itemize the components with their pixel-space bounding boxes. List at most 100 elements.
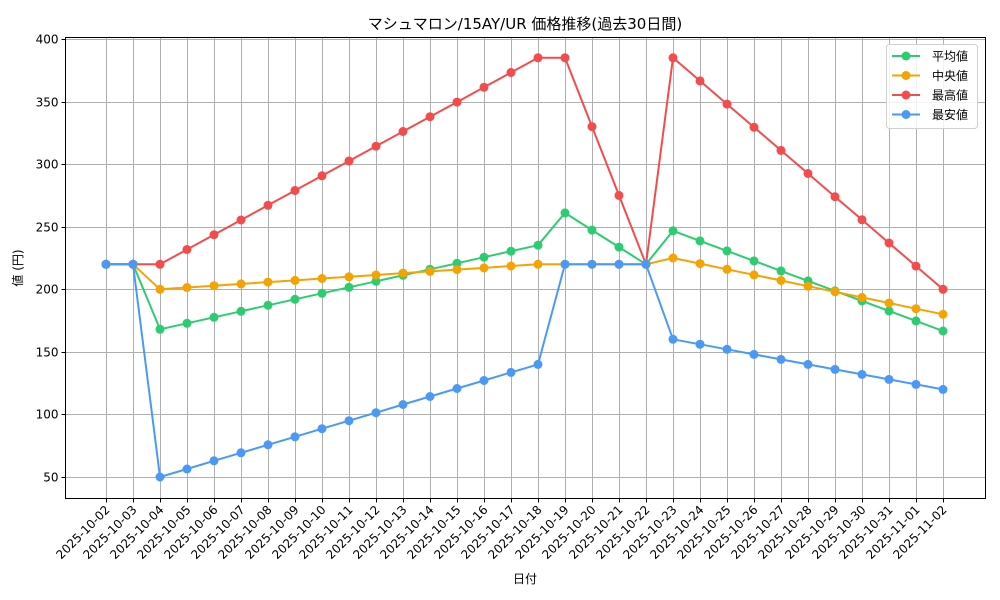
data-point-marker (668, 253, 678, 263)
data-point-marker (344, 272, 354, 282)
chart-title: マシュマロン/15AY/UR 価格推移(過去30日間) (368, 15, 682, 33)
data-point-marker (695, 76, 705, 86)
legend-item: 中央値 (892, 68, 968, 83)
data-point-marker (560, 53, 570, 63)
data-point-marker (155, 259, 165, 269)
data-point-marker (209, 312, 219, 322)
data-point-marker (884, 374, 894, 384)
data-point-marker (911, 304, 921, 314)
data-point-marker (479, 82, 489, 92)
y-tick-label: 50 (43, 471, 58, 485)
data-point-marker (938, 284, 948, 294)
data-point-marker (533, 240, 543, 250)
data-point-marker (209, 230, 219, 240)
data-point-marker (857, 369, 867, 379)
y-tick-label: 200 (36, 283, 59, 297)
data-point-marker (830, 192, 840, 202)
data-point-marker (749, 270, 759, 280)
data-point-marker (371, 276, 381, 286)
data-point-marker (668, 334, 678, 344)
data-point-marker (533, 259, 543, 269)
data-point-marker (722, 99, 732, 109)
data-point-marker (425, 112, 435, 122)
data-point-marker (263, 277, 273, 287)
data-point-marker (695, 236, 705, 246)
data-point-marker (209, 456, 219, 466)
data-point-marker (749, 256, 759, 266)
legend-marker-icon (901, 71, 911, 80)
y-axis: 50 100 150 200 250 300 350 400 (36, 33, 66, 485)
legend-item: 最高値 (892, 88, 968, 103)
data-point-marker (695, 339, 705, 349)
legend-item: 最安値 (892, 107, 968, 122)
data-point-marker (614, 190, 624, 200)
data-point-marker (722, 264, 732, 274)
data-point-marker (236, 279, 246, 289)
data-point-marker (884, 238, 894, 248)
y-axis-label: 値 (円) (10, 249, 25, 286)
series-3 (101, 259, 948, 482)
data-point-marker (236, 215, 246, 225)
data-point-marker (398, 127, 408, 136)
legend-label: 平均値 (932, 49, 968, 64)
data-point-marker (560, 208, 570, 218)
data-point-marker (560, 259, 570, 269)
legend-label: 最安値 (932, 107, 968, 122)
data-point-marker (155, 324, 165, 334)
data-point-marker (209, 281, 219, 291)
data-point-marker (884, 306, 894, 316)
data-point-marker (182, 464, 192, 474)
data-point-marker (398, 268, 408, 278)
data-point-marker (452, 384, 462, 393)
series-2 (101, 53, 948, 294)
data-point-marker (479, 376, 489, 385)
data-point-marker (803, 359, 813, 369)
data-point-marker (506, 68, 516, 77)
data-point-marker (506, 246, 516, 256)
y-tick-label: 400 (36, 33, 59, 47)
data-point-marker (722, 246, 732, 256)
data-point-marker (263, 200, 273, 210)
data-point-marker (290, 186, 300, 195)
y-tick-label: 250 (36, 221, 59, 235)
legend-label: 最高値 (932, 88, 968, 103)
data-point-marker (371, 270, 381, 280)
data-point-marker (317, 424, 327, 434)
data-point-marker (317, 288, 327, 298)
data-point-marker (938, 326, 948, 336)
x-axis: 2025-10-022025-10-032025-10-042025-10-05… (53, 498, 950, 562)
legend-marker-icon (901, 110, 911, 119)
data-point-marker (371, 141, 381, 151)
data-point-marker (938, 309, 948, 319)
data-point-marker (236, 306, 246, 316)
y-tick-label: 350 (36, 96, 59, 110)
data-point-marker (857, 215, 867, 225)
legend-marker-icon (901, 51, 911, 61)
data-point-marker (587, 225, 597, 235)
data-point-marker (803, 169, 813, 178)
data-point-marker (641, 259, 651, 269)
series-layer (101, 53, 948, 482)
data-point-marker (155, 472, 165, 482)
series-line (106, 56, 944, 291)
data-point-marker (830, 364, 840, 374)
series-line (106, 211, 944, 332)
data-point-marker (479, 263, 489, 273)
data-point-marker (857, 292, 867, 302)
data-point-marker (695, 259, 705, 269)
data-point-marker (830, 287, 840, 297)
data-point-marker (479, 252, 489, 262)
data-point-marker (776, 354, 786, 364)
data-point-marker (290, 294, 300, 304)
data-point-marker (749, 349, 759, 359)
y-tick-label: 300 (36, 158, 59, 172)
data-point-marker (317, 171, 327, 181)
data-point-marker (371, 408, 381, 418)
legend-box (886, 44, 978, 129)
data-point-marker (776, 276, 786, 285)
data-point-marker (128, 259, 138, 269)
data-point-marker (344, 156, 354, 166)
data-point-marker (182, 318, 192, 328)
